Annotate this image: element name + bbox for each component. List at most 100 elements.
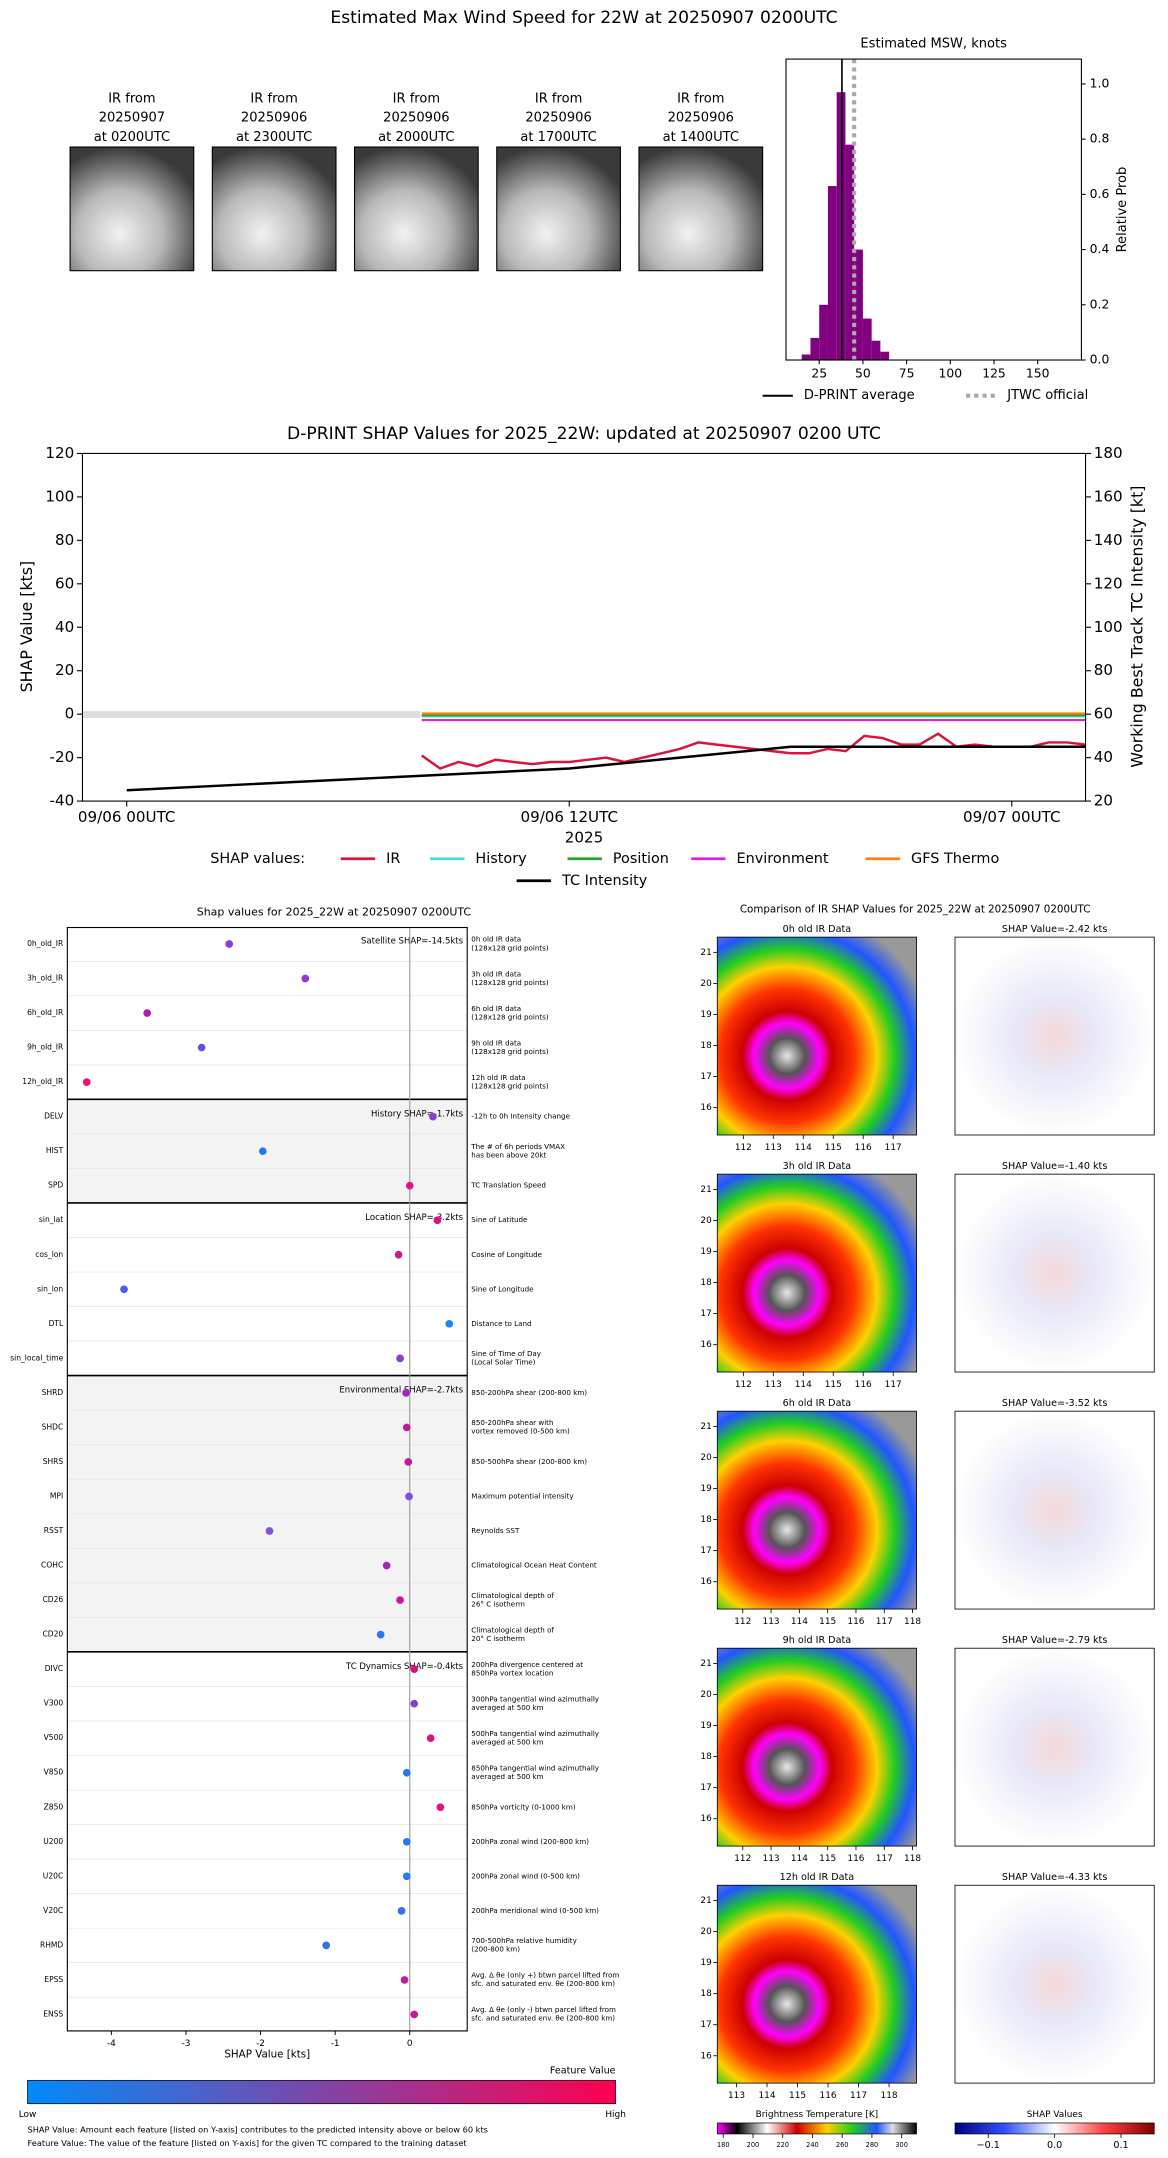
- shap-dot: [143, 1009, 152, 1017]
- legend-label: Environment: [737, 851, 829, 867]
- feature-description: Cosine of Longitude: [471, 1250, 542, 1259]
- feature-description: 26° C isotherm: [471, 1599, 525, 1608]
- feature-label: CD20: [43, 1630, 64, 1639]
- y-tick-label: 21: [700, 1896, 711, 1906]
- thumbnail-label: 20250906: [383, 111, 449, 126]
- y-axis-label: SHAP Value [kts]: [17, 561, 36, 693]
- bar: [810, 337, 820, 361]
- feature-label: DIVC: [45, 1664, 63, 1673]
- y-tick-label: 0.6: [1090, 187, 1110, 201]
- x-tick-label: 117: [876, 1854, 893, 1864]
- feature-description: (128x128 grid points): [471, 943, 549, 952]
- y-tick-label: 40: [55, 618, 74, 636]
- ir-thumbnail: [69, 146, 195, 272]
- chart-title: Comparison of IR SHAP Values for 2025_22…: [740, 904, 1091, 916]
- feature-description: (Local Solar Time): [471, 1358, 535, 1367]
- thumbnail-label: 20250906: [525, 111, 591, 126]
- x-tick-label: 50: [855, 366, 871, 380]
- x-tick-label: 116: [847, 1854, 864, 1864]
- thumbnail-label: 20250906: [668, 111, 734, 126]
- colorbar-tick-label: 260: [836, 2141, 849, 2149]
- x-tick-label: 117: [885, 1380, 902, 1390]
- bar: [854, 249, 863, 361]
- feature-description: 850-200hPa shear (200-800 km): [471, 1388, 587, 1397]
- shap-dot: [397, 1907, 406, 1915]
- feature-label: sin_lon: [37, 1284, 63, 1293]
- feature-label: 9h_old_IR: [27, 1043, 64, 1052]
- thumbnail-label: IR from: [250, 91, 297, 106]
- y-tick-label: -20: [50, 748, 75, 766]
- x-tick-label: 117: [885, 1143, 902, 1153]
- colorbar-tick-label: 300: [895, 2141, 908, 2149]
- ir-image: [716, 1647, 917, 1847]
- legend-label: TC Intensity: [561, 873, 648, 889]
- y2-tick-label: 80: [1094, 661, 1113, 679]
- colorbar-tick-label: 180: [717, 2141, 730, 2149]
- x-tick-label: 112: [734, 1854, 751, 1864]
- shap-dot: [405, 1181, 414, 1190]
- shap-image: [954, 1410, 1155, 1610]
- shap-dot: [82, 1078, 91, 1086]
- shap-image: [954, 1884, 1155, 2084]
- x-tick-label: 114: [759, 2091, 776, 2101]
- feature-description: (128x128 grid points): [471, 978, 549, 987]
- y2-tick-label: 140: [1094, 531, 1123, 549]
- shap-dot: [197, 1043, 206, 1052]
- feature-label: V850: [44, 1768, 64, 1777]
- feature-description: averaged at 500 km: [471, 1703, 543, 1712]
- feature-label: DELV: [44, 1112, 64, 1121]
- feature-description: has been above 20kt: [471, 1150, 546, 1159]
- feature-description: 0h old IR data: [471, 935, 521, 944]
- group-label: Satellite SHAP=-14.5kts: [361, 937, 464, 947]
- y-tick-label: 16: [700, 1340, 712, 1350]
- y-tick-label: 21: [700, 948, 711, 958]
- colorbar-tick-label: 0.1: [1113, 2140, 1128, 2151]
- feature-label: DTL: [49, 1319, 64, 1328]
- suptitle: Estimated Max Wind Speed for 22W at 2025…: [330, 8, 837, 28]
- x-tick-label: -1: [331, 2039, 340, 2049]
- shap-dot: [436, 1803, 445, 1812]
- y-tick-label: 16: [700, 1814, 712, 1824]
- y-tick-label: 19: [700, 1247, 712, 1257]
- y-tick-label: 20: [700, 1927, 712, 1937]
- axes-frame: [81, 452, 1087, 802]
- x-tick-label: 113: [765, 1143, 782, 1153]
- feature-label: RHMD: [40, 1940, 63, 1949]
- feature-label: 3h_old_IR: [27, 974, 64, 983]
- shap-dot: [382, 1561, 391, 1570]
- y-tick-label: 0: [65, 705, 75, 723]
- x-tick-label: 115: [825, 1380, 842, 1390]
- colorbar-tick-label: 220: [776, 2141, 789, 2149]
- x-tick-label: 115: [825, 1143, 842, 1153]
- x-tick-label: -2: [256, 2039, 265, 2049]
- feature-description: 6h old IR data: [471, 1004, 521, 1013]
- panel-title: SHAP Value=-2.42 kts: [1002, 924, 1107, 935]
- x-tick-label: 100: [939, 366, 963, 380]
- thumbnail-label: at 1700UTC: [520, 130, 596, 145]
- y2-tick-label: 180: [1094, 444, 1123, 462]
- feature-description: (128x128 grid points): [471, 1047, 549, 1056]
- x-tick-label: -3: [182, 2039, 191, 2049]
- chart-title: D-PRINT SHAP Values for 2025_22W: update…: [287, 424, 881, 444]
- shap-dot: [396, 1354, 404, 1363]
- bar: [871, 340, 881, 361]
- y-tick-label: 18: [700, 1041, 712, 1051]
- y-tick-label: 120: [45, 444, 74, 462]
- y2-tick-label: 100: [1094, 618, 1123, 636]
- x-tick-label: 113: [728, 2091, 745, 2101]
- note: Feature Value: The value of the feature …: [27, 2138, 467, 2148]
- y-tick-label: 18: [700, 1515, 712, 1525]
- feature-description: 700-500hPa relative humidity: [471, 1936, 576, 1945]
- shap-dot: [301, 974, 310, 983]
- colorbar-tick-label: −0.1: [977, 2140, 1000, 2151]
- colorbar-tick-label: 200: [747, 2141, 760, 2149]
- x-tick-label: 117: [876, 1617, 893, 1627]
- x-tick-label: -4: [107, 2039, 116, 2049]
- y-tick-label: 0.4: [1090, 242, 1110, 256]
- shap-dot: [258, 1147, 267, 1156]
- y-tick-label: 21: [700, 1659, 711, 1669]
- ir-thumbnail: [638, 146, 764, 272]
- y-tick-label: 60: [55, 574, 74, 592]
- x-tick-label: 115: [789, 2091, 806, 2101]
